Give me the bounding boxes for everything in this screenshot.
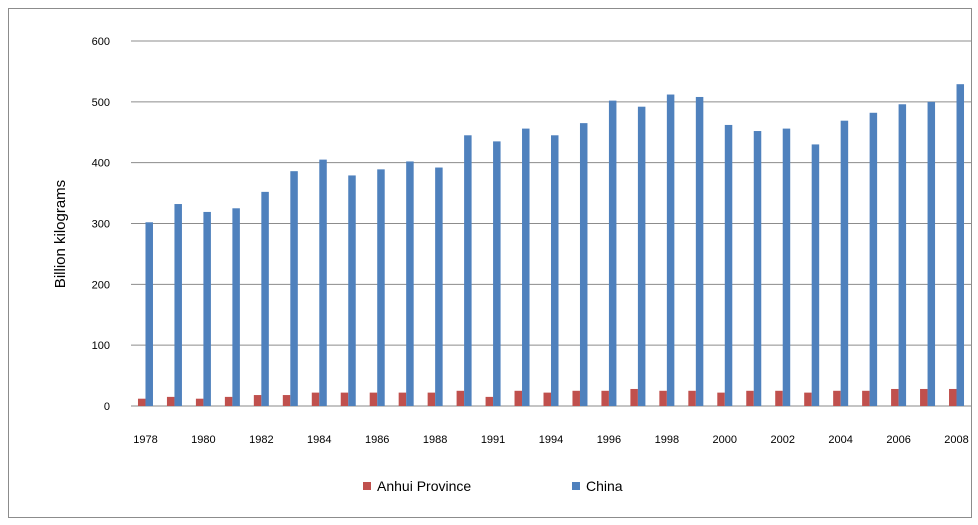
bar-china-1988 <box>435 167 443 406</box>
bar-china-2001 <box>753 131 762 406</box>
x-tick-label: 1991 <box>481 434 505 446</box>
bar-anhui-1995 <box>572 390 580 406</box>
bar-anhui-1994 <box>543 392 551 406</box>
bar-anhui-1998 <box>659 390 667 406</box>
legend-label-china: China <box>586 478 623 494</box>
bar-anhui-1978 <box>137 398 146 406</box>
legend-label-anhui: Anhui Province <box>377 478 471 494</box>
bar-china-1982 <box>261 191 269 406</box>
bar-anhui-2002 <box>775 390 783 406</box>
bar-anhui-2005 <box>862 390 870 406</box>
bar-china-2007 <box>927 101 936 406</box>
bar-china-1983 <box>290 171 298 406</box>
x-tick-label: 2002 <box>770 434 794 446</box>
bar-anhui-2004 <box>833 390 841 406</box>
x-tick-label: 1978 <box>133 434 157 446</box>
bar-anhui-1984 <box>311 392 320 406</box>
bar-china-2005 <box>869 112 878 406</box>
bar-china-2006 <box>898 104 907 407</box>
bars <box>137 84 965 407</box>
y-tick-label: 400 <box>92 158 110 170</box>
bar-china-1984 <box>319 159 327 406</box>
bar-china-2008 <box>956 84 965 406</box>
bar-china-1978 <box>145 222 153 406</box>
y-tick-labels: 0 100 200 300 400 500 600 <box>92 36 110 413</box>
bar-anhui-1986 <box>369 392 378 406</box>
bar-anhui-2000 <box>717 392 725 406</box>
x-tick-label: 2008 <box>944 434 968 446</box>
bar-anhui-1985 <box>340 392 349 406</box>
bar-china-1980 <box>203 211 211 406</box>
bar-chart: 0 100 200 300 400 500 600 1978 1980 1982 1984 1986… <box>52 36 971 494</box>
bar-china-1998 <box>666 94 675 406</box>
bar-anhui-2008 <box>949 388 957 406</box>
y-tick-label: 600 <box>92 36 110 48</box>
bar-anhui-1989 <box>456 390 465 406</box>
legend-swatch-china <box>572 482 580 490</box>
y-axis-label: Billion kilograms <box>52 180 69 288</box>
y-tick-label: 100 <box>92 340 110 352</box>
x-tick-label: 1984 <box>307 434 331 446</box>
bar-china-1989 <box>464 135 472 406</box>
bar-anhui-2003 <box>804 392 812 406</box>
x-tick-label: 1982 <box>249 434 273 446</box>
y-tick-label: 500 <box>92 97 110 109</box>
x-tick-label: 1994 <box>539 434 563 446</box>
bar-china-1994 <box>551 135 559 406</box>
bar-china-2000 <box>724 124 733 406</box>
bar-china-1992 <box>522 128 530 406</box>
x-tick-label: 1988 <box>423 434 447 446</box>
bar-china-1981 <box>232 208 240 406</box>
x-tick-labels: 1978 1980 1982 1984 1986 1988 1991 1994 1996 1998… <box>133 434 969 446</box>
bar-anhui-1982 <box>253 395 262 406</box>
bar-anhui-1992 <box>514 390 523 406</box>
bar-china-1997 <box>637 106 646 406</box>
x-tick-label: 2000 <box>713 434 737 446</box>
x-tick-label: 1980 <box>191 434 215 446</box>
bar-china-2004 <box>840 120 849 406</box>
bar-anhui-1988 <box>427 392 436 406</box>
bar-anhui-1983 <box>282 395 291 406</box>
bar-china-1979 <box>174 204 182 406</box>
legend: Anhui Province China <box>363 478 623 494</box>
bar-anhui-1996 <box>601 390 609 406</box>
x-tick-label: 1996 <box>597 434 621 446</box>
legend-swatch-anhui <box>363 482 371 490</box>
bar-anhui-1979 <box>166 396 175 407</box>
y-tick-label: 200 <box>92 279 110 291</box>
bar-china-1996 <box>608 100 617 407</box>
bar-china-1995 <box>579 123 588 407</box>
bar-anhui-1999 <box>688 390 696 406</box>
bar-anhui-1981 <box>224 396 233 407</box>
bar-anhui-1987 <box>398 392 407 406</box>
bar-china-1987 <box>406 161 414 406</box>
bar-china-2003 <box>811 144 820 407</box>
x-tick-label: 1998 <box>655 434 679 446</box>
bar-china-1986 <box>377 169 385 406</box>
bar-anhui-1997 <box>630 388 638 406</box>
y-tick-label: 0 <box>104 401 110 413</box>
bar-anhui-1991 <box>485 396 494 407</box>
bar-china-1999 <box>695 96 704 406</box>
bar-china-1985 <box>348 175 356 406</box>
bar-anhui-2006 <box>891 388 899 406</box>
bar-anhui-2001 <box>746 390 754 406</box>
bar-anhui-1980 <box>195 398 204 406</box>
x-tick-label: 1986 <box>365 434 389 446</box>
x-tick-label: 2004 <box>828 434 852 446</box>
x-tick-label: 2006 <box>886 434 910 446</box>
bar-china-2002 <box>782 128 791 406</box>
bar-anhui-2007 <box>920 388 928 406</box>
bar-china-1991 <box>493 141 501 407</box>
chart-frame: 0 100 200 300 400 500 600 1978 1980 1982 1984 1986… <box>8 8 972 518</box>
y-tick-label: 300 <box>92 219 110 231</box>
